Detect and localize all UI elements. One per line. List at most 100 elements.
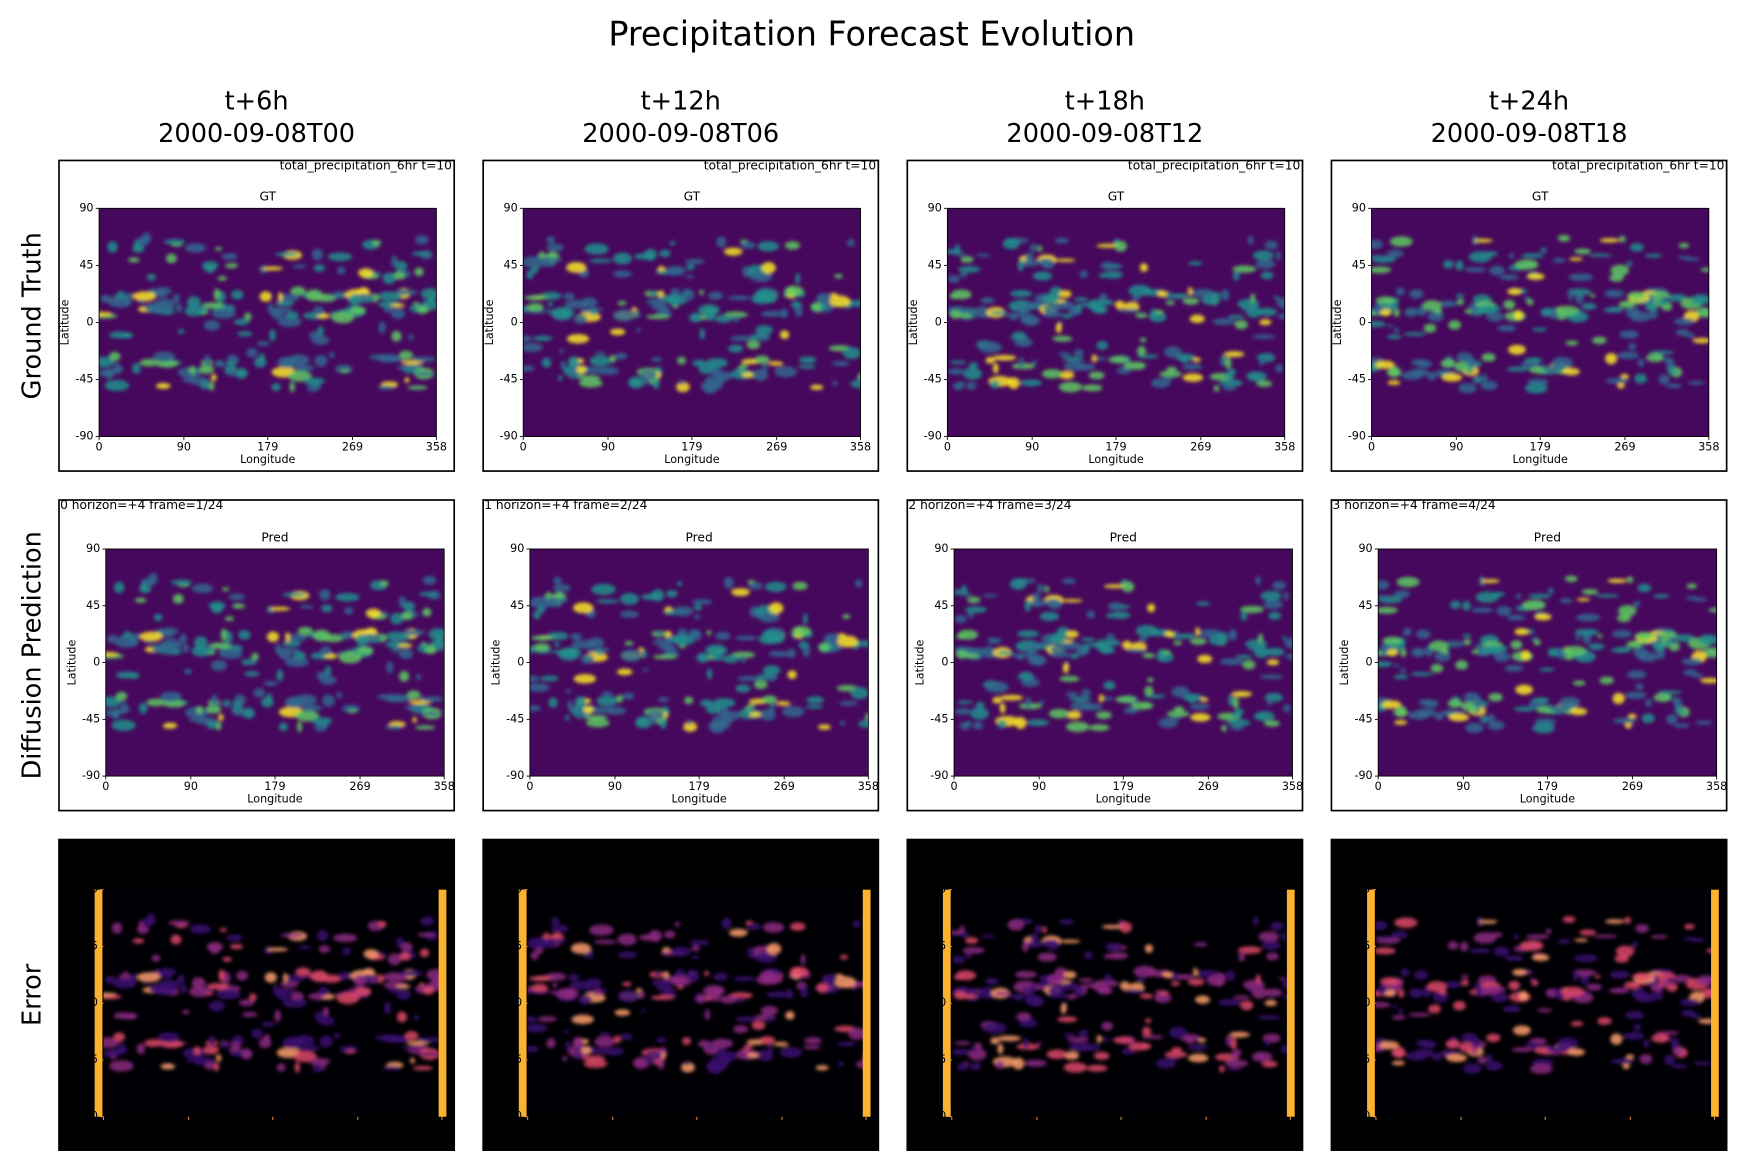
precip-feature: [583, 1059, 608, 1069]
x-tick-label: 179: [1113, 780, 1134, 793]
precip-feature: [692, 599, 713, 605]
precip-feature: [1171, 971, 1178, 981]
precip-feature: [683, 721, 698, 732]
precip-feature: [1237, 946, 1262, 954]
precip-feature: [1020, 678, 1040, 687]
precip-feature: [573, 314, 588, 324]
precip-feature: [1059, 675, 1080, 682]
precip-feature: [182, 1009, 190, 1015]
precip-feature: [263, 680, 278, 687]
precip-feature: [1039, 611, 1060, 621]
precip-feature: [318, 986, 330, 997]
precip-feature: [163, 239, 186, 245]
precip-feature: [653, 654, 678, 660]
precip-feature: [1547, 588, 1554, 594]
precip-feature: [594, 351, 607, 355]
x-tick-label: 0: [524, 1121, 531, 1134]
precip-feature: [1073, 349, 1084, 357]
precip-feature: [1394, 327, 1399, 334]
precip-feature: [1108, 356, 1129, 364]
x-tick-label: 269: [1195, 1121, 1216, 1134]
precip-feature: [1037, 952, 1057, 962]
precip-feature: [1391, 930, 1408, 939]
precip-feature: [411, 251, 430, 256]
panel-header: 02 horizon=+4 frame=3/24: [901, 498, 1072, 512]
precip-feature: [1391, 1060, 1405, 1066]
precip-feature: [264, 972, 277, 983]
precip-feature: [834, 273, 843, 279]
precip-feature: [1242, 659, 1256, 670]
precip-feature: [1131, 294, 1141, 302]
precip-feature: [1674, 706, 1687, 715]
precip-feature: [1061, 599, 1083, 603]
precip-feature: [1190, 713, 1211, 722]
column-time: 2000-09-08T12: [1006, 119, 1203, 149]
precip-feature: [1227, 314, 1245, 319]
y-tick-label: 0: [91, 996, 98, 1009]
precip-feature: [218, 969, 225, 982]
precip-feature: [416, 674, 422, 681]
precip-feature: [1052, 335, 1073, 342]
precip-feature: [1165, 376, 1173, 381]
precip-feature: [1570, 1021, 1584, 1027]
precip-feature: [680, 289, 695, 301]
precip-feature: [757, 611, 780, 623]
precip-feature: [1465, 722, 1484, 733]
precip-feature: [1158, 717, 1178, 728]
precip-feature: [1115, 695, 1137, 704]
precip-feature: [1262, 988, 1283, 997]
y-tick-label: 0: [515, 996, 522, 1009]
precip-feature: [1068, 305, 1080, 317]
precip-feature: [573, 674, 597, 684]
map-field: [529, 576, 869, 734]
precip-feature: [1069, 653, 1079, 659]
precip-feature: [956, 649, 968, 659]
precip-feature: [333, 1032, 341, 1039]
precip-feature: [1658, 374, 1670, 385]
precip-feature: [1589, 293, 1596, 298]
y-tick-label: 0: [939, 996, 946, 1009]
precip-feature: [314, 1012, 326, 1021]
precip-feature: [1539, 667, 1555, 672]
precip-feature: [1555, 305, 1580, 316]
precip-feature: [1106, 980, 1119, 987]
precip-feature: [208, 642, 232, 649]
precip-feature: [266, 693, 273, 702]
y-tick-label: -90: [75, 430, 93, 443]
precip-feature: [1690, 294, 1709, 305]
precip-feature: [729, 928, 748, 937]
precip-feature: [344, 606, 353, 615]
precip-feature: [406, 690, 421, 700]
precip-feature: [677, 628, 688, 637]
precip-feature: [752, 369, 769, 381]
precip-feature: [1681, 1009, 1696, 1017]
precip-feature: [228, 593, 245, 601]
precip-feature: [1605, 919, 1625, 924]
map-frame: [98, 207, 437, 437]
precip-feature: [715, 631, 731, 641]
precip-feature: [1708, 607, 1717, 613]
precip-feature: [960, 256, 974, 263]
precip-feature: [398, 970, 423, 977]
x-axis-label: Longitude: [1096, 792, 1151, 805]
precip-feature: [810, 302, 822, 313]
precip-feature: [1259, 674, 1284, 679]
edge-band: [518, 889, 527, 1117]
precip-feature: [650, 995, 675, 1000]
precip-feature: [221, 587, 230, 592]
precip-feature: [1105, 613, 1114, 619]
precip-feature: [547, 302, 554, 307]
precip-feature: [999, 694, 1024, 701]
precip-feature: [1182, 297, 1200, 305]
precip-feature: [1393, 674, 1409, 680]
precip-feature: [1386, 649, 1398, 657]
precip-feature: [1063, 1062, 1088, 1073]
precip-feature: [1663, 357, 1673, 362]
y-tick-label: -45: [82, 712, 100, 725]
y-tick-label: 45: [508, 939, 522, 952]
precip-feature: [1014, 338, 1033, 347]
precip-feature: [638, 647, 644, 652]
panel-header: total_precipitation_6hr t=10: [1552, 159, 1724, 173]
x-tick-label: 90: [1449, 441, 1463, 454]
y-tick-label: -90: [506, 769, 524, 782]
